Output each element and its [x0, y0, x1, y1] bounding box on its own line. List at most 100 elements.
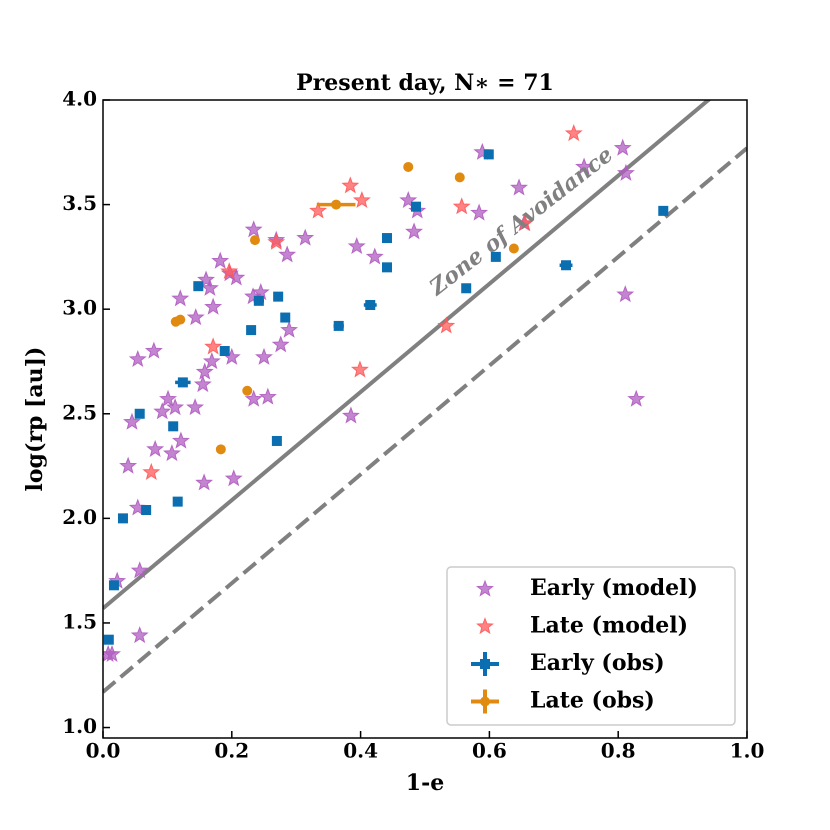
x-axis-label: 1-e	[406, 770, 444, 796]
legend: Early (model) Late (model) Early (obs) Late…	[446, 566, 736, 726]
x-tick-label: 0.8	[601, 739, 636, 763]
x-tick-label: 1.0	[730, 739, 765, 763]
star-marker	[130, 626, 149, 644]
square-marker	[461, 283, 472, 294]
star-marker	[128, 349, 147, 368]
star-marker	[195, 362, 214, 380]
square-marker	[483, 149, 494, 160]
star-marker	[476, 617, 494, 635]
star-marker	[296, 228, 315, 246]
y-axis-label: log(rp [au])	[22, 347, 48, 492]
star-marker	[186, 398, 205, 416]
star-marker	[452, 197, 471, 215]
star-marker	[202, 352, 221, 370]
star-marker	[153, 402, 172, 420]
star-marker	[146, 439, 165, 457]
star-marker	[613, 138, 632, 156]
star-marker	[123, 412, 141, 430]
circle-marker	[242, 385, 253, 396]
square-marker	[333, 320, 344, 331]
y-tick-label: 1.0	[62, 714, 97, 738]
star-marker	[341, 176, 360, 194]
star-marker	[197, 270, 216, 288]
y-tick-label: 4.0	[62, 87, 97, 111]
star-marker	[195, 473, 214, 491]
square-marker	[103, 634, 114, 645]
square-marker	[117, 513, 128, 524]
x-tick-label: 0.2	[214, 739, 249, 763]
star-marker	[258, 387, 277, 405]
square-marker	[365, 299, 376, 310]
star-marker	[399, 190, 418, 209]
star-marker	[186, 308, 205, 326]
legend-label: Early (model)	[530, 575, 698, 601]
x-tick-label: 0.4	[343, 739, 378, 763]
star-marker	[627, 389, 646, 407]
star-marker	[162, 444, 181, 462]
square-marker	[480, 659, 490, 669]
star-marker	[244, 389, 263, 407]
star-marker	[251, 283, 270, 301]
legend-label: Late (model)	[530, 613, 688, 639]
y-tick-label: 3.0	[62, 296, 97, 320]
star-marker	[341, 406, 360, 424]
star-marker	[470, 203, 489, 221]
star-marker	[171, 289, 190, 307]
plot-frame	[102, 99, 748, 739]
square-marker	[219, 346, 230, 357]
star-marker	[350, 360, 369, 378]
square-marker	[561, 260, 572, 271]
legend-label: Early (obs)	[530, 650, 665, 676]
star-marker	[575, 157, 594, 175]
star-marker	[267, 232, 286, 250]
star-marker	[220, 262, 239, 280]
star-marker	[204, 297, 223, 315]
plot-area	[103, 100, 747, 694]
star-marker	[278, 245, 297, 263]
circle-marker	[215, 444, 226, 455]
circle-marker	[331, 199, 342, 210]
star-marker	[352, 190, 371, 209]
circle-marker	[508, 243, 519, 254]
star-marker	[616, 285, 635, 303]
y-tick-label: 2.5	[62, 400, 97, 424]
legend-box	[446, 566, 736, 726]
y-tick-label: 3.5	[62, 191, 97, 215]
reference-line	[103, 100, 712, 610]
star-marker	[142, 462, 161, 480]
square-marker	[108, 580, 119, 591]
star-marker	[119, 456, 138, 474]
y-tick-label: 2.0	[62, 505, 97, 529]
star-marker	[255, 347, 273, 365]
star-marker	[244, 220, 263, 238]
circle-marker	[175, 314, 186, 325]
star-marker	[211, 251, 230, 269]
square-marker	[134, 408, 145, 419]
star-marker	[309, 201, 328, 219]
star-marker	[616, 163, 635, 181]
square-marker	[273, 291, 284, 302]
square-marker	[271, 435, 282, 446]
star-marker	[130, 561, 149, 579]
star-marker	[405, 222, 424, 240]
circle-marker	[403, 161, 414, 172]
star-marker	[271, 335, 290, 353]
square-marker	[193, 281, 204, 292]
star-marker	[193, 375, 212, 393]
star-marker	[171, 431, 190, 449]
circle-marker	[480, 696, 490, 707]
star-marker	[224, 469, 243, 487]
star-marker	[476, 579, 494, 597]
star-marker	[564, 124, 583, 142]
square-marker	[253, 295, 264, 306]
square-marker	[382, 262, 393, 273]
legend-label: Late (obs)	[530, 688, 655, 714]
square-marker	[382, 233, 393, 244]
circle-marker	[454, 172, 465, 183]
star-marker	[159, 389, 178, 407]
star-marker	[515, 213, 534, 232]
square-marker	[177, 377, 188, 388]
star-marker	[166, 398, 185, 416]
star-marker	[204, 337, 223, 355]
